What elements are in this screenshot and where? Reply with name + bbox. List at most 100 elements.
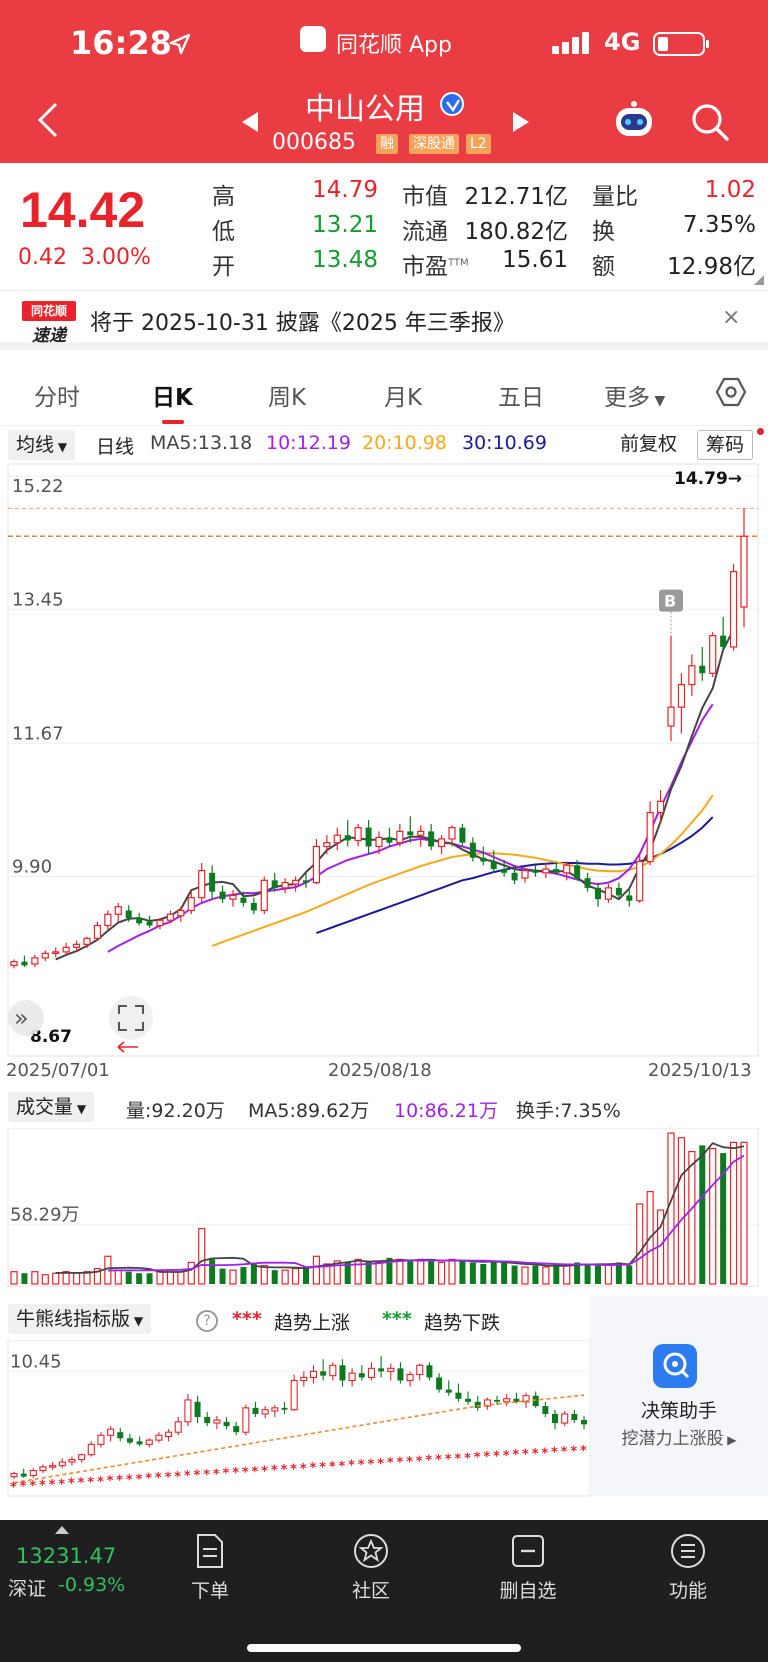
- bb-candle-up: [387, 1367, 395, 1372]
- bullbear-trend-line: [13, 1394, 585, 1484]
- candle-down: [209, 872, 216, 892]
- order-button[interactable]: 下单: [160, 1530, 260, 1603]
- notification-dot: [757, 428, 764, 435]
- fullscreen-button: [109, 996, 153, 1040]
- volume-bar-down: [344, 1262, 351, 1284]
- trend-up-star: *: [348, 1459, 355, 1474]
- bb-candle-up: [483, 1399, 491, 1407]
- minus-box-icon: [512, 1535, 544, 1567]
- trend-up-star: *: [300, 1462, 307, 1477]
- index-value[interactable]: 13231.47: [16, 1544, 117, 1568]
- candle-up: [323, 842, 331, 848]
- kline-chart[interactable]: 15.22 13.45 11.67 9.90 14.79→ 8.67 B 2025/07/01…: [0, 462, 768, 1082]
- community-star-icon: [354, 1534, 388, 1568]
- trend-up-star: *: [174, 1470, 181, 1485]
- candle-up: [354, 827, 362, 842]
- volume-bar-up: [375, 1261, 383, 1285]
- candle-down: [615, 887, 622, 896]
- candle-up: [291, 879, 300, 885]
- chips-button[interactable]: 筹码: [697, 430, 754, 460]
- adjust-toggle[interactable]: 前复权: [620, 433, 678, 455]
- mcap-value: 212.71亿: [464, 184, 568, 210]
- signal-icon: [552, 32, 592, 54]
- community-button[interactable]: 社区: [321, 1530, 421, 1603]
- next-stock-icon[interactable]: [511, 110, 531, 134]
- bb-candle-up: [29, 1469, 37, 1476]
- ai-assistant-icon[interactable]: [612, 100, 656, 138]
- trend-up-star: *: [213, 1467, 220, 1482]
- low-value: 13.21: [312, 212, 378, 238]
- home-indicator: [247, 1644, 521, 1652]
- pe-ttm-sup: TTM: [448, 257, 469, 269]
- expand-corner-icon[interactable]: [754, 275, 764, 285]
- volume-bar-up: [114, 1269, 122, 1285]
- bb-candle-up: [68, 1459, 76, 1463]
- settings-hexagon-icon[interactable]: [715, 376, 747, 408]
- bb-candle-down: [233, 1426, 240, 1433]
- ma10-value: 10:12.19: [266, 432, 351, 454]
- tab-weekly-k[interactable]: 周K: [268, 385, 307, 411]
- candle-up: [709, 635, 717, 674]
- tab-daily-k[interactable]: 日K: [152, 385, 193, 411]
- candle-up: [677, 683, 686, 708]
- volume-frame: [7, 1128, 759, 1287]
- battery-icon: [653, 32, 709, 56]
- volume-bar-up: [729, 1141, 738, 1285]
- tag-connect: 深股通: [409, 134, 459, 154]
- remove-watchlist-button[interactable]: 删自选: [478, 1530, 578, 1603]
- trend-up-star: *: [396, 1456, 403, 1471]
- trend-up-star: *: [271, 1464, 278, 1479]
- bullbear-dropdown[interactable]: 牛熊线指标版 ▼: [8, 1304, 152, 1334]
- close-icon[interactable]: ×: [722, 305, 741, 330]
- last-price: 14.42: [20, 182, 146, 238]
- help-icon[interactable]: ?: [196, 1310, 218, 1332]
- candle-up: [312, 845, 321, 884]
- bullbear-chart[interactable]: 10.45* * * * * * * * * * * * * * * * * * * * * * * * * * * * * * * * * * *…: [0, 1340, 590, 1500]
- trend-up-label: 趋势上涨: [274, 1312, 351, 1334]
- trend-up-star: *: [145, 1472, 152, 1487]
- tab-intraday[interactable]: 分时: [34, 385, 80, 411]
- back-arrow-icon[interactable]: [36, 100, 60, 140]
- collapse-arrows-icon: »: [14, 1004, 29, 1032]
- expand-up-icon[interactable]: [55, 1526, 69, 1534]
- bb-candle-up: [290, 1379, 298, 1411]
- volume-chart[interactable]: 58.29万: [0, 1128, 768, 1288]
- bb-candle-down: [20, 1473, 27, 1477]
- candle-up: [104, 913, 112, 927]
- pe-label-text: 市盈: [402, 254, 448, 280]
- candle-down: [303, 880, 309, 883]
- trend-up-star: *: [445, 1453, 452, 1468]
- tab-more[interactable]: 更多 ▼: [604, 378, 665, 412]
- candle-up: [521, 869, 529, 879]
- candle-up: [52, 951, 60, 954]
- trend-up-star: *: [29, 1479, 36, 1494]
- notice-banner[interactable]: 同花顺 速递 将于 2025-10-31 披露《2025 年三季报》 ×: [0, 290, 768, 350]
- candle-down: [240, 897, 247, 903]
- decision-assistant-card[interactable]: 决策助手 挖潜力上涨股 ▶: [590, 1296, 768, 1496]
- bb-candle-down: [117, 1432, 124, 1439]
- volume-bar-up: [740, 1141, 748, 1285]
- turnover-value: 7.35%: [682, 212, 756, 238]
- trend-up-star: *: [39, 1478, 46, 1493]
- volume-dropdown[interactable]: 成交量 ▼: [8, 1092, 95, 1122]
- volume-bar-up: [354, 1258, 362, 1285]
- bb-candle-up: [261, 1409, 269, 1415]
- tab-monthly-k[interactable]: 月K: [384, 385, 423, 411]
- ma-dropdown[interactable]: 均线 ▼: [8, 430, 76, 460]
- index-name: 深证: [8, 1578, 47, 1600]
- function-button[interactable]: 功能: [638, 1530, 738, 1603]
- search-icon[interactable]: [690, 102, 730, 142]
- bb-candle-down: [281, 1407, 288, 1410]
- logo-bottom-text: 速递: [32, 326, 66, 346]
- high-marker-label: 14.79→: [674, 469, 742, 489]
- tab-five-day[interactable]: 五日: [498, 385, 544, 411]
- candle-down: [501, 869, 508, 873]
- candle-up: [740, 535, 748, 608]
- status-time: 16:28: [70, 24, 172, 62]
- candle-down: [626, 895, 633, 901]
- volume-bar-up: [156, 1271, 164, 1285]
- prev-stock-icon[interactable]: [240, 110, 260, 134]
- candle-up: [166, 913, 175, 921]
- volume-bar-down: [626, 1265, 633, 1284]
- candle-up: [198, 869, 206, 899]
